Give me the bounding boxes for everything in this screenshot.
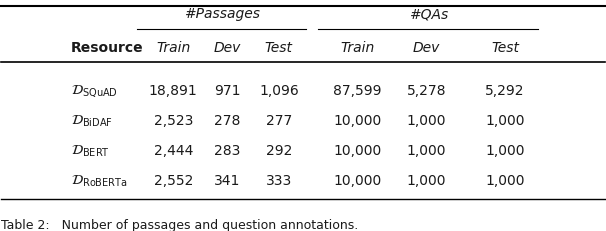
Text: Train: Train bbox=[156, 41, 190, 55]
Text: 292: 292 bbox=[265, 143, 292, 157]
Text: 1,000: 1,000 bbox=[485, 143, 525, 157]
Text: $\mathcal{D}_{\mathrm{BERT}}$: $\mathcal{D}_{\mathrm{BERT}}$ bbox=[71, 143, 110, 158]
Text: 277: 277 bbox=[266, 114, 292, 128]
Text: 10,000: 10,000 bbox=[333, 143, 381, 157]
Text: 10,000: 10,000 bbox=[333, 173, 381, 187]
Text: 1,096: 1,096 bbox=[259, 84, 299, 98]
Text: 2,523: 2,523 bbox=[153, 114, 193, 128]
Text: $\mathcal{D}_{\mathrm{SQuAD}}$: $\mathcal{D}_{\mathrm{SQuAD}}$ bbox=[71, 83, 118, 99]
Text: 1,000: 1,000 bbox=[407, 173, 447, 187]
Text: 2,444: 2,444 bbox=[153, 143, 193, 157]
Text: $\mathcal{D}_{\mathrm{BiDAF}}$: $\mathcal{D}_{\mathrm{BiDAF}}$ bbox=[71, 113, 113, 128]
Text: 2,552: 2,552 bbox=[153, 173, 193, 187]
Text: Test: Test bbox=[265, 41, 293, 55]
Text: Test: Test bbox=[491, 41, 519, 55]
Text: 10,000: 10,000 bbox=[333, 114, 381, 128]
Text: #Passages: #Passages bbox=[184, 7, 259, 21]
Text: 341: 341 bbox=[215, 173, 241, 187]
Text: 283: 283 bbox=[215, 143, 241, 157]
Text: 5,292: 5,292 bbox=[485, 84, 525, 98]
Text: 87,599: 87,599 bbox=[333, 84, 382, 98]
Text: 5,278: 5,278 bbox=[407, 84, 447, 98]
Text: 1,000: 1,000 bbox=[407, 143, 447, 157]
Text: Table 2:   Number of passages and question annotations.: Table 2: Number of passages and question… bbox=[1, 218, 359, 231]
Text: #QAs: #QAs bbox=[408, 7, 448, 21]
Text: 278: 278 bbox=[215, 114, 241, 128]
Text: 333: 333 bbox=[266, 173, 292, 187]
Text: 1,000: 1,000 bbox=[485, 114, 525, 128]
Text: Dev: Dev bbox=[214, 41, 241, 55]
Text: Resource: Resource bbox=[71, 41, 144, 55]
Text: 1,000: 1,000 bbox=[407, 114, 447, 128]
Text: 18,891: 18,891 bbox=[149, 84, 198, 98]
Text: Dev: Dev bbox=[413, 41, 441, 55]
Text: Train: Train bbox=[340, 41, 375, 55]
Text: $\mathcal{D}_{\mathrm{RoBERTa}}$: $\mathcal{D}_{\mathrm{RoBERTa}}$ bbox=[71, 173, 127, 188]
Text: 1,000: 1,000 bbox=[485, 173, 525, 187]
Text: 971: 971 bbox=[215, 84, 241, 98]
